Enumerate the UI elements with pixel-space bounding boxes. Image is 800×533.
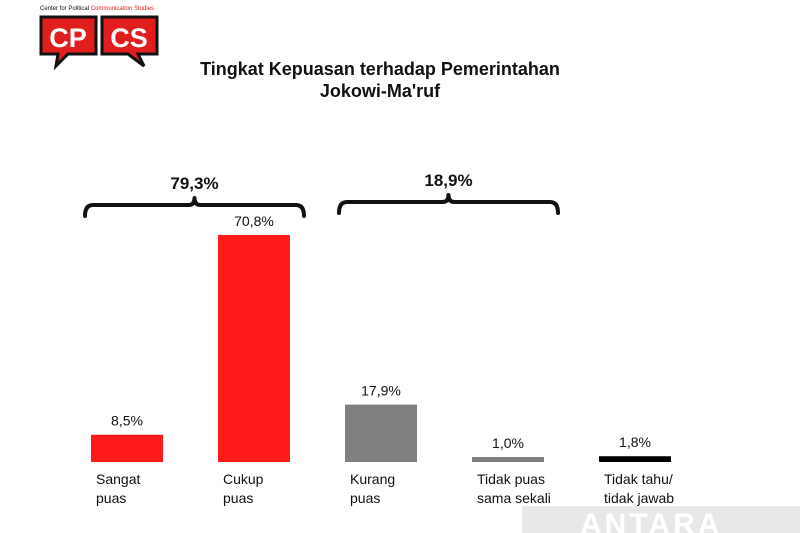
bar-value-label-4: 1,8% (619, 434, 651, 450)
category-label-3-line-0: Tidak puas (477, 471, 545, 487)
category-label-2-line-0: Kurang (350, 471, 396, 487)
group-bracket-0 (83, 196, 306, 218)
logo-cp-text: CP (49, 23, 87, 53)
category-label-3: Tidak puas sama sekali (477, 470, 587, 508)
category-label-3-line-1: sama sekali (477, 490, 551, 506)
bar-0 (91, 434, 163, 462)
category-label-4-line-1: tidak jawab (604, 490, 675, 506)
chart-title-line1: Tingkat Kepuasan terhadap Pemerintahan (200, 59, 560, 79)
logo-tagline-right: Communication Studies (90, 6, 155, 12)
category-label-0: Sangat puas (96, 470, 206, 508)
logo-tagline: Center for Political Communication Studi… (40, 6, 154, 12)
group-bracket-1 (337, 193, 560, 215)
bar-2 (345, 404, 417, 462)
bar-value-label-2: 17,9% (361, 383, 401, 399)
category-label-1: Cukup puas (223, 470, 333, 508)
logo-cs-text: CS (110, 23, 148, 53)
chart-title: Tingkat Kepuasan terhadap Pemerintahan J… (0, 58, 760, 102)
category-label-2: Kurang puas (350, 470, 460, 508)
category-label-0-line-1: puas (96, 490, 127, 506)
group-total-label-0: 79,3% (170, 174, 218, 193)
bar-4 (599, 456, 671, 462)
cpcs-logo: Center for Political Communication Studi… (38, 6, 163, 70)
chart-title-line2: Jokowi-Ma'ruf (319, 81, 441, 101)
logo-mark: CP CS (39, 15, 159, 70)
category-label-4: Tidak tahu/tidak jawab (604, 470, 714, 508)
category-label-1-line-0: Cukup (223, 471, 264, 487)
category-label-4-line-0: Tidak tahu/ (604, 471, 673, 487)
watermark-text: ANTARA (580, 508, 723, 533)
logo-tagline-left: Center for Political (40, 6, 90, 12)
antara-watermark: ANTARA (522, 506, 800, 533)
group-total-label-1: 18,9% (424, 171, 472, 190)
category-label-1-line-1: puas (223, 490, 254, 506)
bar-3 (472, 457, 544, 462)
bar-value-label-3: 1,0% (492, 435, 524, 451)
category-label-0-line-0: Sangat (96, 471, 141, 487)
category-label-2-line-1: puas (350, 490, 381, 506)
bar-value-label-1: 70,8% (234, 213, 274, 229)
bar-1 (218, 235, 290, 462)
bar-value-label-0: 8,5% (111, 413, 143, 429)
